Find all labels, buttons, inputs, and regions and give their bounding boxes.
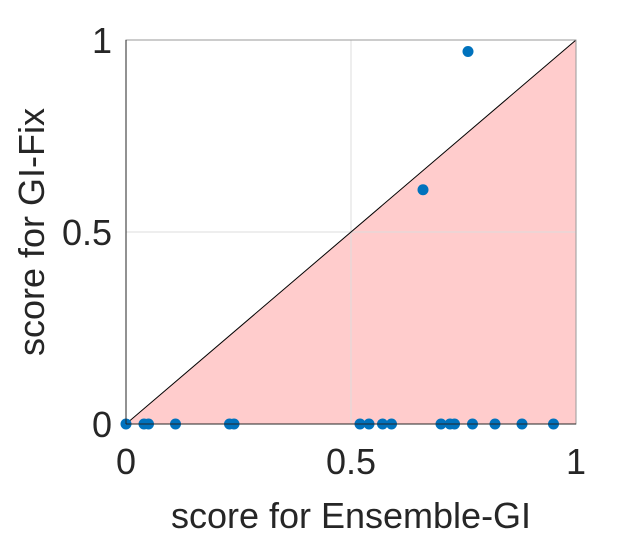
data-point <box>462 46 474 58</box>
diagonal-line <box>125 39 577 425</box>
y-tick-label: 0.5 <box>62 212 112 253</box>
y-axis-label: score for GI-Fix <box>11 108 52 356</box>
y-tick-label: 0 <box>92 404 112 445</box>
x-tick-labels: 0 0.5 1 <box>116 441 586 482</box>
x-tick-label: 1 <box>566 441 586 482</box>
data-point <box>417 184 429 196</box>
x-axis-label: score for Ensemble-GI <box>171 495 531 536</box>
x-tick-label: 0 <box>116 441 136 482</box>
y-tick-label: 1 <box>92 20 112 61</box>
y-tick-labels: 00.51 <box>62 20 112 445</box>
x-tick-label: 0.5 <box>326 441 376 482</box>
data-points <box>120 46 559 430</box>
plot-area <box>120 39 577 430</box>
